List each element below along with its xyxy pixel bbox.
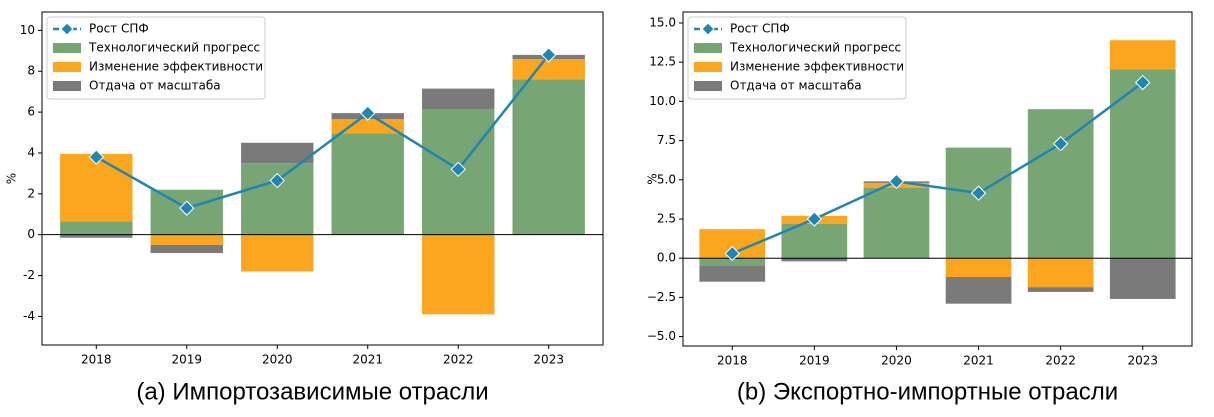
legend-marker bbox=[701, 22, 715, 36]
bar bbox=[1109, 40, 1176, 70]
legend-swatch bbox=[694, 62, 722, 72]
x-tick-label: 2020 bbox=[262, 353, 293, 367]
marker bbox=[269, 172, 285, 189]
y-tick-label: −5.0 bbox=[647, 329, 676, 343]
bar bbox=[422, 234, 495, 315]
legend-label: Отдача от масштаба bbox=[730, 79, 862, 93]
y-tick-label: 5.0 bbox=[657, 172, 676, 186]
x-tick-label: 2018 bbox=[81, 353, 112, 367]
legend-swatch bbox=[694, 43, 722, 53]
bar bbox=[150, 234, 223, 245]
bar bbox=[60, 234, 133, 238]
y-tick-label: 6 bbox=[27, 105, 35, 119]
y-axis-label: % bbox=[5, 173, 19, 184]
bar bbox=[781, 258, 848, 262]
legend-label: Изменение эффективности bbox=[89, 60, 263, 74]
y-axis-label: % bbox=[646, 173, 660, 184]
x-tick-label: 2021 bbox=[963, 354, 994, 368]
marker bbox=[970, 185, 987, 201]
legend-swatch bbox=[694, 81, 722, 91]
marker bbox=[88, 149, 104, 165]
bar bbox=[945, 258, 1012, 278]
y-tick-label: 7.5 bbox=[657, 133, 676, 147]
bar bbox=[863, 187, 930, 259]
bar bbox=[241, 234, 314, 272]
x-tick-label: 2021 bbox=[352, 353, 383, 367]
legend-label: Отдача от масштаба bbox=[89, 79, 221, 93]
chart: −5.0 −2.5 0.0 2.5 5.0 7.5 10.0 12.5 15.0 2018 2019… bbox=[646, 11, 1193, 405]
caption: (a) Импортозависимые отрасли bbox=[136, 378, 488, 405]
plot-frame bbox=[682, 11, 1193, 347]
legend-label: Технологический прогресс bbox=[729, 41, 901, 55]
bar bbox=[945, 147, 1012, 259]
legend-label: Технологический прогресс bbox=[88, 41, 260, 55]
x-tick-label: 2018 bbox=[717, 354, 748, 368]
legend-marker bbox=[60, 22, 74, 36]
bar bbox=[1109, 69, 1176, 259]
marker bbox=[888, 173, 905, 190]
y-tick-label: 2.5 bbox=[657, 211, 676, 225]
chart: -4 -2 0 2 4 6 8 10 2018 2019 2020 2021 2022 2023% (a) … bbox=[5, 11, 604, 405]
bar bbox=[241, 142, 314, 164]
marker bbox=[541, 47, 557, 63]
y-tick-label: 10 bbox=[20, 23, 35, 37]
x-tick-label: 2019 bbox=[172, 353, 203, 367]
y-tick-label: 15.0 bbox=[649, 15, 676, 29]
bar bbox=[422, 88, 495, 110]
bar bbox=[150, 244, 223, 254]
y-tick-label: 10.0 bbox=[649, 94, 676, 108]
marker bbox=[1135, 74, 1151, 91]
legend-box bbox=[687, 16, 907, 100]
bar bbox=[1109, 258, 1176, 299]
marker bbox=[1052, 136, 1069, 152]
bar bbox=[1027, 109, 1094, 259]
marker bbox=[179, 200, 195, 216]
plot-frame bbox=[41, 11, 604, 346]
y-tick-label: 0.0 bbox=[657, 251, 676, 265]
legend-label: Изменение эффективности bbox=[730, 60, 904, 74]
x-tick-label: 2023 bbox=[1127, 354, 1158, 368]
bar bbox=[512, 79, 585, 235]
bar bbox=[60, 153, 133, 222]
bar bbox=[60, 221, 133, 235]
y-tick-label: 4 bbox=[27, 145, 35, 159]
marker bbox=[360, 105, 376, 121]
bar bbox=[1027, 258, 1094, 288]
x-tick-label: 2022 bbox=[1045, 354, 1076, 368]
line bbox=[731, 81, 1144, 255]
marker bbox=[724, 245, 740, 262]
y-tick-label: −2.5 bbox=[647, 290, 676, 304]
bar bbox=[945, 277, 1012, 304]
legend-swatch bbox=[53, 43, 81, 53]
bar bbox=[1027, 287, 1094, 292]
marker bbox=[806, 211, 823, 227]
x-tick-label: 2023 bbox=[533, 353, 564, 367]
y-tick-label: 0 bbox=[27, 227, 35, 241]
bar bbox=[331, 119, 404, 134]
legend-swatch bbox=[53, 81, 81, 91]
bar bbox=[331, 133, 404, 235]
legend-label: Рост СПФ bbox=[730, 22, 790, 36]
marker bbox=[450, 161, 466, 178]
y-tick-label: -2 bbox=[23, 268, 35, 282]
legend-box bbox=[46, 16, 266, 100]
bar bbox=[699, 258, 766, 267]
legend-swatch bbox=[53, 62, 81, 72]
y-tick-label: 12.5 bbox=[649, 55, 676, 69]
bar bbox=[699, 266, 766, 282]
line bbox=[95, 54, 550, 210]
y-tick-label: -4 bbox=[23, 309, 35, 323]
caption: (b) Экспортно-импортные отрасли bbox=[737, 378, 1118, 405]
y-tick-label: 2 bbox=[27, 186, 35, 200]
legend-label: Рост СПФ bbox=[89, 22, 149, 36]
y-tick-label: 8 bbox=[27, 64, 35, 78]
bar bbox=[512, 58, 585, 80]
x-tick-label: 2019 bbox=[799, 354, 830, 368]
x-tick-label: 2020 bbox=[881, 354, 912, 368]
x-tick-label: 2022 bbox=[443, 353, 474, 367]
